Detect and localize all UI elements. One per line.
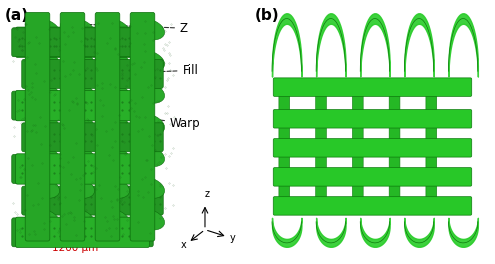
FancyBboxPatch shape: [316, 126, 326, 140]
FancyBboxPatch shape: [12, 218, 153, 247]
Text: 1200 μm: 1200 μm: [52, 243, 98, 253]
FancyBboxPatch shape: [15, 154, 149, 184]
FancyBboxPatch shape: [15, 217, 149, 248]
FancyBboxPatch shape: [60, 12, 85, 241]
Ellipse shape: [25, 82, 59, 103]
FancyBboxPatch shape: [279, 184, 290, 199]
FancyBboxPatch shape: [389, 155, 400, 169]
Text: Fill: Fill: [103, 64, 198, 77]
Ellipse shape: [96, 50, 130, 72]
FancyBboxPatch shape: [316, 155, 326, 169]
Ellipse shape: [130, 113, 164, 135]
Ellipse shape: [96, 177, 130, 198]
Text: Warp: Warp: [90, 111, 200, 130]
Ellipse shape: [96, 18, 130, 40]
Ellipse shape: [25, 208, 59, 230]
Ellipse shape: [130, 208, 164, 230]
FancyBboxPatch shape: [12, 28, 153, 57]
Text: x: x: [181, 240, 186, 250]
Ellipse shape: [60, 208, 95, 230]
Ellipse shape: [25, 18, 59, 40]
FancyBboxPatch shape: [12, 91, 153, 120]
FancyBboxPatch shape: [130, 12, 155, 241]
FancyBboxPatch shape: [273, 139, 472, 157]
Ellipse shape: [25, 145, 59, 167]
Ellipse shape: [25, 113, 59, 135]
Ellipse shape: [60, 145, 95, 167]
FancyBboxPatch shape: [352, 95, 363, 111]
Ellipse shape: [60, 18, 95, 40]
FancyBboxPatch shape: [22, 186, 163, 215]
FancyBboxPatch shape: [273, 168, 472, 186]
FancyBboxPatch shape: [426, 155, 437, 169]
FancyBboxPatch shape: [273, 78, 472, 96]
FancyBboxPatch shape: [389, 126, 400, 140]
Ellipse shape: [60, 177, 95, 198]
Ellipse shape: [60, 50, 95, 72]
Ellipse shape: [25, 177, 59, 198]
Ellipse shape: [25, 50, 59, 72]
Ellipse shape: [96, 82, 130, 103]
Ellipse shape: [130, 50, 164, 72]
Ellipse shape: [130, 18, 164, 40]
FancyBboxPatch shape: [25, 12, 50, 241]
Ellipse shape: [130, 177, 164, 198]
FancyBboxPatch shape: [22, 59, 163, 88]
FancyBboxPatch shape: [426, 126, 437, 140]
FancyBboxPatch shape: [426, 184, 437, 199]
FancyBboxPatch shape: [279, 155, 290, 169]
Text: y: y: [229, 233, 235, 243]
FancyBboxPatch shape: [352, 126, 363, 140]
Text: z: z: [205, 189, 210, 199]
Text: Z: Z: [73, 22, 188, 35]
Ellipse shape: [96, 145, 130, 167]
FancyBboxPatch shape: [389, 95, 400, 111]
Ellipse shape: [96, 208, 130, 230]
FancyBboxPatch shape: [95, 12, 120, 241]
FancyBboxPatch shape: [273, 110, 472, 128]
FancyBboxPatch shape: [12, 154, 153, 183]
Ellipse shape: [130, 145, 164, 167]
FancyBboxPatch shape: [316, 184, 326, 199]
FancyBboxPatch shape: [279, 95, 290, 111]
Ellipse shape: [60, 82, 95, 103]
Ellipse shape: [96, 113, 130, 135]
FancyBboxPatch shape: [15, 90, 149, 121]
FancyBboxPatch shape: [426, 95, 437, 111]
FancyBboxPatch shape: [273, 197, 472, 215]
Ellipse shape: [60, 113, 95, 135]
FancyBboxPatch shape: [22, 123, 163, 152]
FancyBboxPatch shape: [279, 126, 290, 140]
Ellipse shape: [130, 82, 164, 103]
Text: (b): (b): [255, 8, 280, 23]
Text: (a): (a): [5, 8, 29, 23]
FancyBboxPatch shape: [352, 155, 363, 169]
FancyBboxPatch shape: [389, 184, 400, 199]
FancyBboxPatch shape: [352, 184, 363, 199]
FancyBboxPatch shape: [15, 27, 149, 58]
FancyBboxPatch shape: [316, 95, 326, 111]
